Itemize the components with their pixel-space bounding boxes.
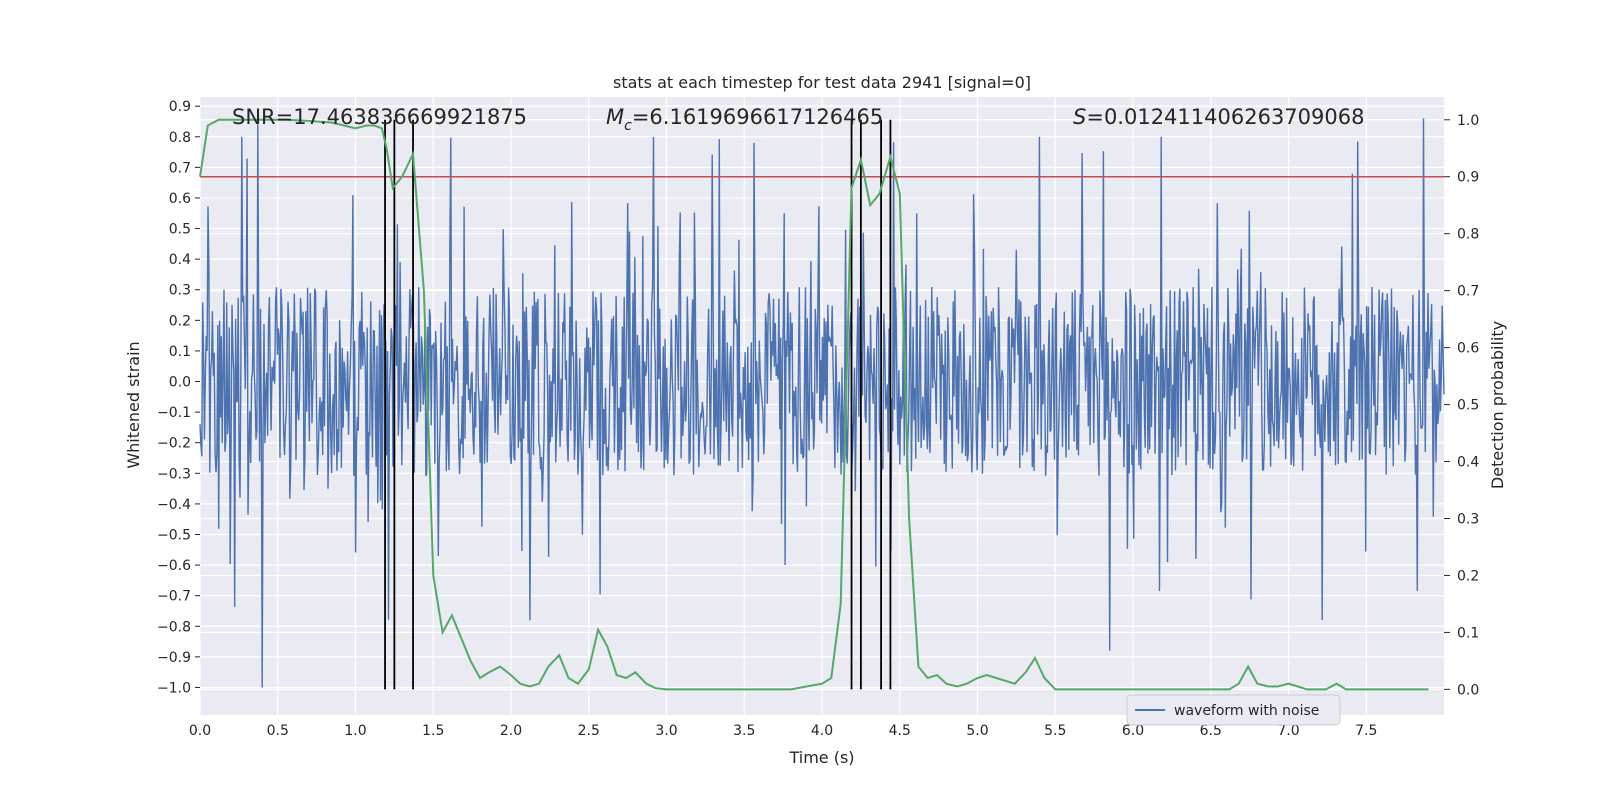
y-tick-label: 0.2: [169, 313, 191, 329]
y-tick-label: 0.5: [169, 222, 191, 238]
chirp-mass-symbol: M: [606, 105, 624, 129]
x-tick-label: 1.0: [344, 723, 366, 739]
y-tick-label: −0.9: [157, 650, 191, 666]
y2-axis-label: Detection probability: [1488, 321, 1507, 489]
x-tick-label: 6.5: [1200, 723, 1222, 739]
y-tick-label: −0.2: [157, 436, 191, 452]
s-value: =0.012411406263709068: [1086, 105, 1364, 129]
x-tick-labels: 0.0 0.5 1.0 1.5 2.0 2.5 3.0 3.5 4.0 4.5 5.0 5.5 6.0 6…: [189, 723, 1378, 739]
y-tick-label: −0.4: [157, 497, 191, 513]
x-tick-label: 5.0: [966, 723, 988, 739]
y-tick-label: 0.9: [169, 99, 191, 115]
y2-tick-label: 0.5: [1457, 398, 1479, 414]
y-tick-label: 0.0: [169, 375, 191, 391]
s-symbol: S: [1073, 105, 1086, 129]
legend-label: waveform with noise: [1174, 703, 1319, 719]
y-tick-label: −0.6: [157, 558, 191, 574]
s-annotation: S=0.012411406263709068: [1073, 105, 1364, 129]
x-tick-label: 6.0: [1122, 723, 1144, 739]
legend: waveform with noise: [1126, 694, 1341, 726]
y-tick-label: −0.7: [157, 589, 191, 605]
snr-annotation: SNR=17.463836669921875: [232, 105, 527, 129]
y-tick-label: 0.7: [169, 160, 191, 176]
y2-tick-label: 0.9: [1457, 170, 1479, 186]
y-tick-label: −0.1: [157, 405, 191, 421]
x-tick-label: 3.5: [733, 723, 755, 739]
y-tick-label: −1.0: [157, 680, 191, 696]
x-tick-label: 3.0: [655, 723, 677, 739]
y-tick-label: 0.4: [169, 252, 191, 268]
y2-tick-labels: 1.0 0.9 0.8 0.7 0.6 0.5 0.4 0.3 0.2 0.1 0.0: [1444, 113, 1479, 698]
x-tick-label: 4.5: [889, 723, 911, 739]
x-tick-label: 2.5: [578, 723, 600, 739]
x-tick-label: 0.0: [189, 723, 211, 739]
y2-tick-label: 0.7: [1457, 284, 1479, 300]
y-tick-label: −0.5: [157, 527, 191, 543]
y2-tick-label: 0.6: [1457, 341, 1479, 357]
y2-tick-label: 0.0: [1457, 682, 1479, 698]
y2-tick-label: 1.0: [1457, 113, 1479, 129]
probability-series: [199, 118, 1429, 691]
x-axis-label: Time (s): [788, 748, 854, 767]
y2-tick-label: 0.1: [1457, 625, 1479, 641]
x-tick-label: 5.5: [1044, 723, 1066, 739]
y-tick-label: 0.1: [169, 344, 191, 360]
y-axis-label: Whitened strain: [124, 341, 143, 468]
chirp-mass-subscript: c: [624, 118, 632, 134]
y2-tick-label: 0.4: [1457, 455, 1479, 471]
legend-box: [1126, 694, 1341, 726]
y-tick-label: 0.8: [169, 130, 191, 146]
chart-title: stats at each timestep for test data 294…: [613, 73, 1031, 92]
y2-tick-label: 0.8: [1457, 227, 1479, 243]
x-tick-label: 2.0: [500, 723, 522, 739]
chirp-mass-value: =6.1619696617126465: [632, 105, 883, 129]
strain-series: [199, 118, 1445, 688]
y2-tick-label: 0.2: [1457, 568, 1479, 584]
x-tick-label: 0.5: [267, 723, 289, 739]
strain-line: [199, 118, 1445, 688]
x-tick-label: 7.0: [1277, 723, 1299, 739]
y2-tick-label: 0.3: [1457, 511, 1479, 527]
event-lines: [384, 119, 892, 690]
y-tick-label: 0.6: [169, 191, 191, 207]
x-tick-label: 7.5: [1355, 723, 1377, 739]
x-tick-label: 4.0: [811, 723, 833, 739]
y-tick-label: −0.8: [157, 619, 191, 635]
chirp-mass-annotation: Mc=6.1619696617126465: [606, 105, 883, 134]
y-tick-labels: 0.9 0.8 0.7 0.6 0.5 0.4 0.3 0.2 0.1 0.0 −0.1 −0.2 −0…: [157, 99, 200, 696]
x-tick-label: 1.5: [422, 723, 444, 739]
y-tick-label: −0.3: [157, 466, 191, 482]
y-tick-label: 0.3: [169, 283, 191, 299]
